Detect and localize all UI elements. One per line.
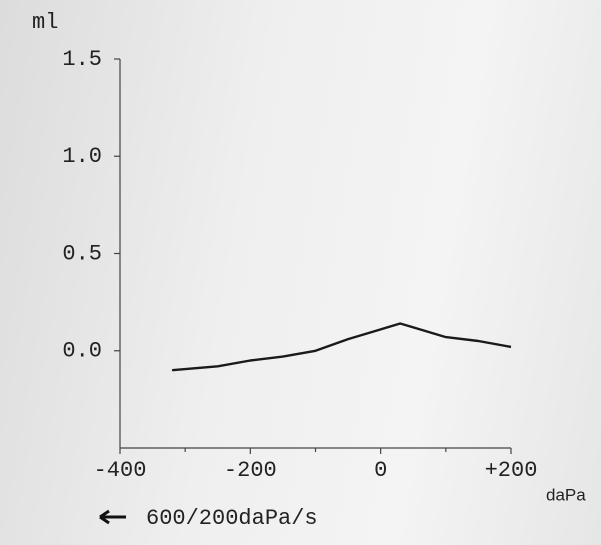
y-axis-label: ml xyxy=(32,10,58,35)
x-tick-label: -200 xyxy=(224,458,277,483)
x-tick-label: 0 xyxy=(374,458,387,483)
arrow-icon xyxy=(99,509,126,525)
y-tick-label: 1.0 xyxy=(62,144,102,169)
y-tick-label: 0.5 xyxy=(62,241,102,266)
curve xyxy=(171,322,512,372)
annotation: 600/200daPa/s xyxy=(146,506,318,531)
y-tick-label: 1.5 xyxy=(62,47,102,72)
x-tick-label: +200 xyxy=(485,458,538,483)
x-tick-label: -400 xyxy=(94,458,147,483)
y-tick-label: 0.0 xyxy=(62,339,102,364)
x-axis-label: daPa xyxy=(546,485,586,504)
